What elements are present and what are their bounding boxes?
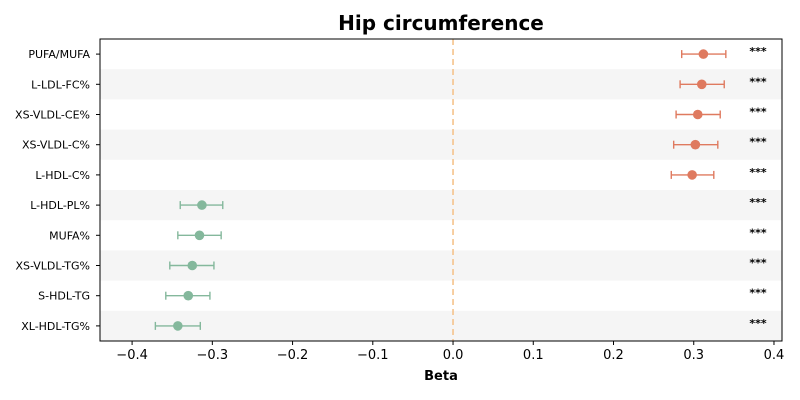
significance-label: ***	[749, 257, 767, 270]
significance-label: ***	[749, 287, 767, 300]
significance-label: ***	[749, 196, 767, 209]
beta-point	[687, 170, 697, 180]
y-tick-label: MUFA%	[49, 229, 90, 242]
y-tick-label: PUFA/MUFA	[28, 48, 90, 61]
y-tick-label: L-LDL-FC%	[31, 78, 90, 91]
significance-label: ***	[749, 166, 767, 179]
y-tick-label: L-HDL-C%	[35, 169, 90, 182]
y-axis: PUFA/MUFA L-LDL-FC% XS-VLDL-CE% XS-VLDL-C% L…	[15, 48, 100, 333]
axes-frame	[99, 38, 783, 342]
row-band	[100, 310, 782, 341]
beta-point	[692, 109, 703, 120]
data-marks	[154, 49, 727, 331]
row-band	[100, 69, 782, 100]
y-tick-label: L-HDL-PL%	[30, 199, 90, 212]
significance-label: ***	[749, 75, 767, 88]
beta-point	[690, 139, 701, 150]
beta-point	[696, 79, 707, 90]
x-tick-label: −0.2	[277, 348, 309, 363]
beta-point	[197, 200, 207, 210]
chart-title: Hip circumference	[338, 11, 544, 35]
x-tick-label: 0.2	[603, 348, 624, 363]
significance-label: ***	[749, 226, 767, 239]
x-axis-label: Beta	[424, 369, 458, 384]
row-bands	[100, 69, 782, 341]
significance-label: ***	[749, 106, 767, 119]
beta-point	[187, 260, 198, 271]
significance-label: ***	[749, 45, 767, 58]
y-tick-label: XL-HDL-TG%	[21, 320, 90, 333]
y-tick-label: S-HDL-TG	[38, 290, 90, 303]
y-tick-label: XS-VLDL-CE%	[15, 109, 90, 122]
x-tick-label: 0.4	[764, 348, 785, 363]
x-tick-label: −0.3	[197, 348, 229, 363]
significance-label: ***	[749, 136, 767, 149]
row-band	[100, 129, 782, 160]
y-tick-label: XS-VLDL-TG%	[15, 260, 90, 273]
y-tick-label: XS-VLDL-C%	[22, 139, 90, 152]
significance-label: ***	[749, 317, 767, 330]
beta-point	[173, 321, 183, 331]
x-axis: −0.4 −0.3 −0.2 −0.1 0.0 0.1 0.2 0.3 0.4	[116, 341, 784, 363]
beta-point	[698, 49, 709, 59]
significance-labels: *** *** *** *** *** *** *** *** *** ***	[749, 45, 767, 330]
x-tick-label: −0.1	[357, 348, 389, 363]
x-tick-label: 0.1	[523, 348, 544, 363]
beta-point	[194, 230, 205, 241]
x-tick-label: 0.3	[683, 348, 704, 363]
x-tick-label: −0.4	[116, 348, 148, 363]
x-tick-label: 0.0	[443, 348, 464, 363]
beta-point	[183, 290, 194, 301]
